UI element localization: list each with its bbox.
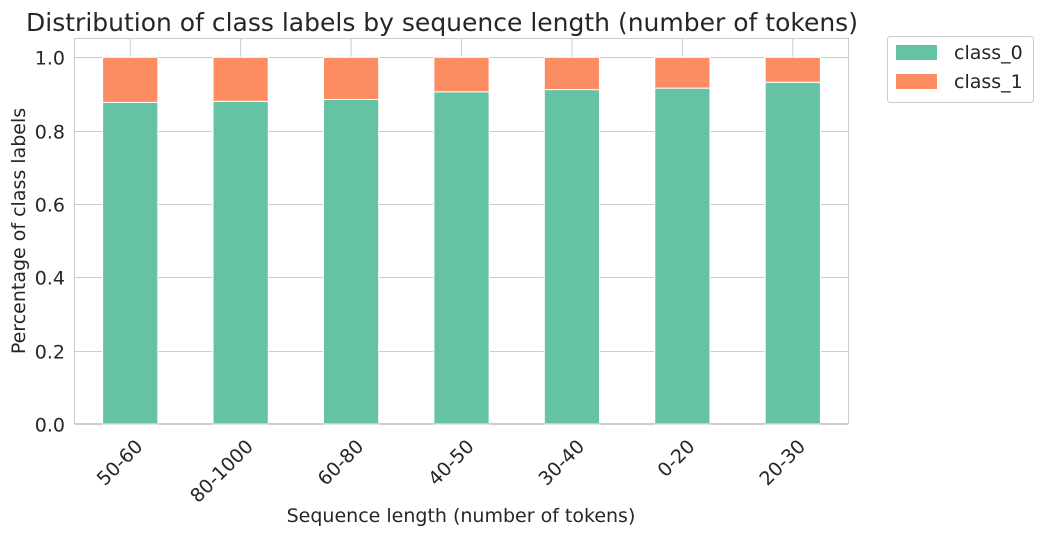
legend-swatch-class_1 (896, 74, 937, 89)
bar-class_0 (654, 87, 711, 425)
bar-class_1 (102, 56, 159, 103)
y-tick-label: 0.4 (35, 268, 65, 290)
y-tick-label: 0.8 (35, 122, 65, 144)
bar-class_0 (322, 99, 380, 425)
x-axis-label: Sequence length (number of tokens) (287, 505, 636, 527)
bar-class_1 (322, 56, 380, 100)
y-tick-label: 0.6 (35, 195, 65, 217)
legend-label-class_0: class_0 (954, 42, 1023, 64)
bar-class_1 (433, 56, 490, 93)
bar-class_1 (764, 56, 821, 83)
x-tick-label: 20-30 (755, 436, 810, 491)
bar-class_1 (654, 56, 711, 89)
x-tick-labels: 50-60 80-1000 60-80 40-50 30-40 0-20 20-30 (93, 436, 810, 508)
bar-class_0 (543, 89, 601, 425)
y-tick-labels: 0.0 0.2 0.4 0.6 0.8 1.0 (35, 48, 65, 437)
plot-frame (74, 38, 849, 424)
bar-class_1 (212, 56, 269, 102)
x-tick-label: 50-60 (93, 436, 148, 491)
bar-class_1 (543, 56, 601, 91)
bar-class_0 (102, 101, 159, 425)
bar-class_0 (212, 100, 269, 425)
chart-title: Distribution of class labels by sequence… (26, 8, 858, 37)
legend-swatch-class_0 (896, 45, 937, 60)
x-tick-label: 80-1000 (186, 436, 258, 508)
x-tick-label: 60-80 (314, 436, 369, 491)
x-tick-label: 30-40 (534, 436, 589, 491)
y-axis-label: Percentage of class labels (8, 108, 30, 354)
legend-label-class_1: class_1 (954, 71, 1023, 93)
y-tick-label: 0.0 (35, 415, 65, 437)
x-tick-label: 0-20 (653, 436, 699, 482)
y-tick-label: 1.0 (35, 48, 65, 70)
bars (102, 56, 821, 425)
legend: class_0 class_1 (887, 36, 1034, 103)
bar-class_0 (433, 91, 490, 425)
y-tick-label: 0.2 (35, 342, 65, 364)
bar-class_0 (764, 81, 821, 425)
x-tick-label: 40-50 (424, 436, 479, 491)
